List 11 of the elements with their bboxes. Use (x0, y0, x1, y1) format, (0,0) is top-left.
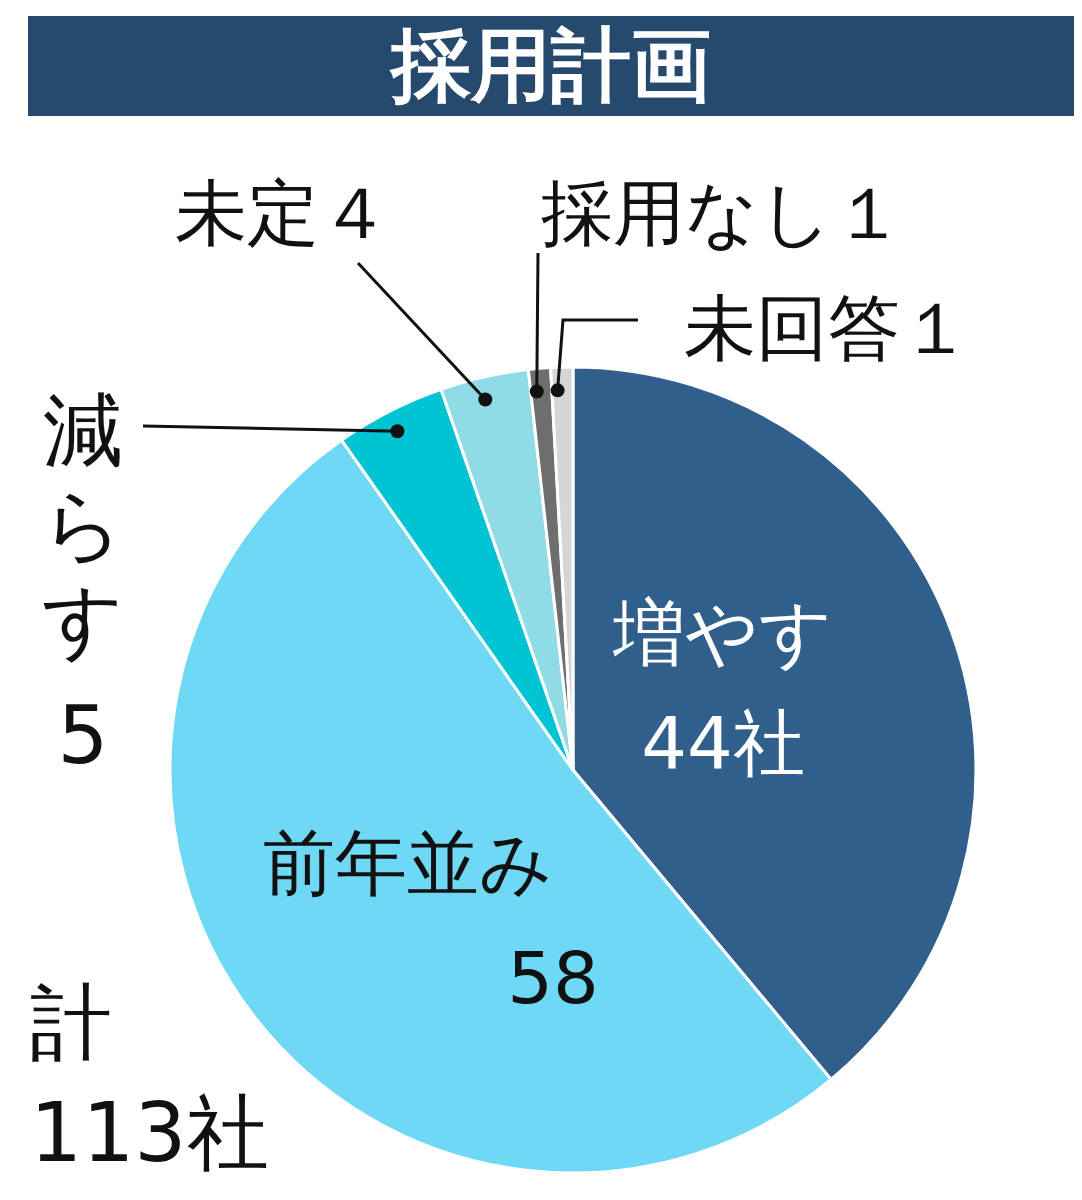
slice-label: 未定４ (175, 171, 391, 255)
slice-label: 未回答１ (684, 286, 972, 370)
chart-title: 採用計画 (28, 16, 1074, 116)
slice-label: 増やす (612, 591, 833, 675)
data-label: 5 (57, 689, 109, 782)
data-label: 58 (507, 936, 599, 1020)
slice-label: 減らす (42, 384, 124, 667)
slice-label: 採用なし１ (541, 171, 905, 255)
slice-label: 前年並み (263, 821, 553, 905)
data-label: 44社 (641, 701, 805, 785)
text: 計 113社 (30, 974, 269, 1182)
